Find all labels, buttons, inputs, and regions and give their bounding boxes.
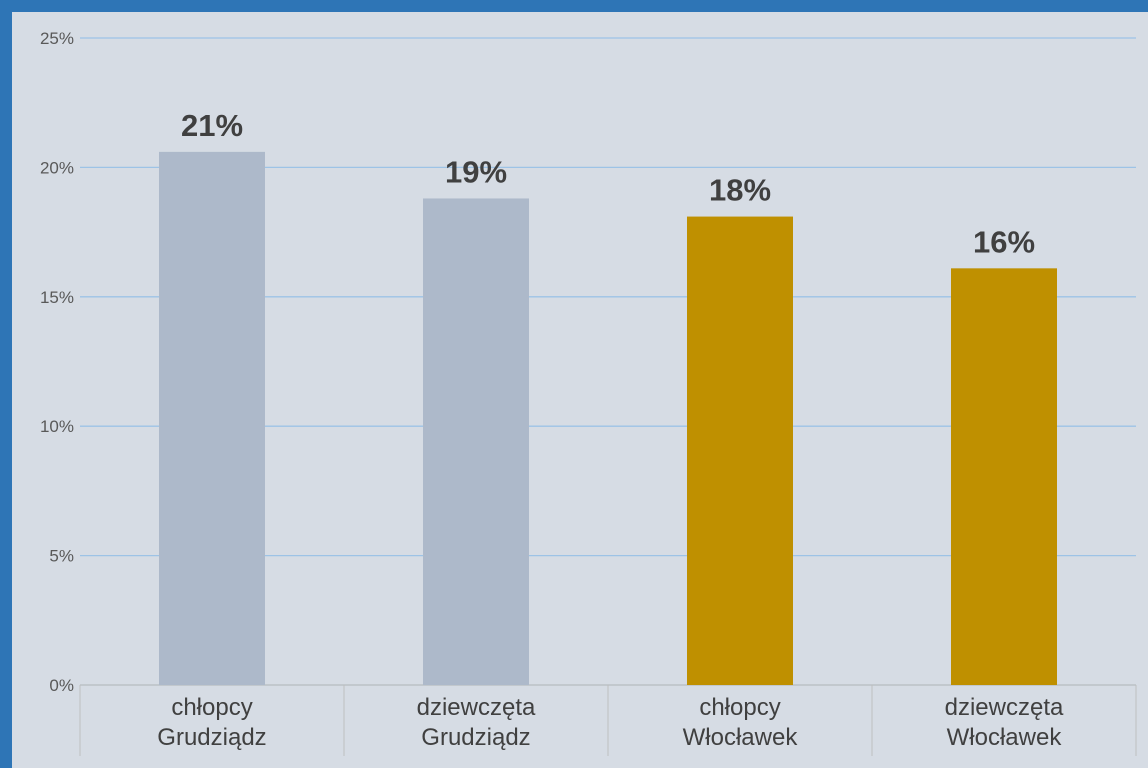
y-tick-label: 20% [40,158,74,177]
category-label: Włocławek [947,724,1063,751]
category-label: Grudziądz [421,724,530,751]
bar [159,151,265,685]
bar [951,268,1057,685]
category-label: chłopcy [171,694,252,721]
chart-frame: 0% 5% 10% 15% 20% 25% 21% 19% 18% 16% chłopcy Gru… [12,12,1148,768]
data-labels: 21% 19% 18% 16% [181,108,1035,259]
y-tick-label: 15% [40,288,74,307]
category-label: Grudziądz [157,724,266,751]
y-tick-label: 25% [40,29,74,48]
bars [159,151,1057,685]
y-tick-label: 5% [49,547,74,566]
category-labels: chłopcy Grudziądz dziewczęta Grudziądz chłop… [79,685,1137,756]
category-label: dziewczęta [417,694,536,721]
data-label: 16% [973,224,1035,259]
bar [687,216,793,685]
category-label: dziewczęta [945,694,1064,721]
y-tick-label: 10% [40,417,74,436]
category-label: chłopcy [699,694,780,721]
data-label: 21% [181,108,243,143]
category-label: Włocławek [683,724,799,751]
data-label: 18% [709,173,771,208]
bar [423,198,529,685]
y-axis-tick-labels: 0% 5% 10% 15% 20% 25% [40,29,74,695]
data-label: 19% [445,154,507,189]
y-tick-label: 0% [49,676,74,695]
bar-chart: 0% 5% 10% 15% 20% 25% 21% 19% 18% 16% chłopcy Gru… [40,29,1137,756]
